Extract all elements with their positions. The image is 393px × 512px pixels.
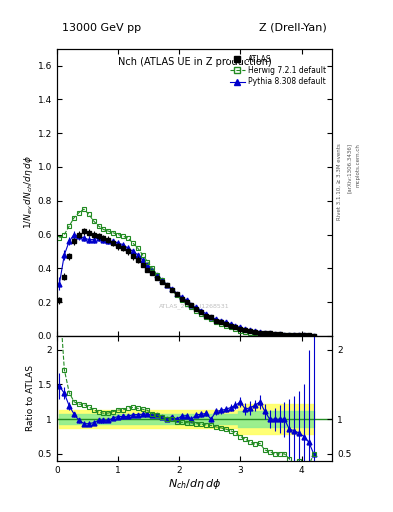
Text: 13000 GeV pp: 13000 GeV pp: [62, 23, 141, 33]
Y-axis label: Ratio to ATLAS: Ratio to ATLAS: [26, 366, 35, 431]
Legend: ATLAS, Herwig 7.2.1 default, Pythia 8.308 default: ATLAS, Herwig 7.2.1 default, Pythia 8.30…: [227, 52, 328, 89]
Text: Nch (ATLAS UE in Z production): Nch (ATLAS UE in Z production): [118, 57, 272, 67]
X-axis label: $N_{ch}/d\eta\, d\phi$: $N_{ch}/d\eta\, d\phi$: [168, 477, 221, 492]
Text: ATLAS_2014_I1268531: ATLAS_2014_I1268531: [159, 303, 230, 309]
Text: [arXiv:1306.3436]: [arXiv:1306.3436]: [347, 143, 352, 194]
Y-axis label: $1/N_{ev}\, dN_{ch}/d\eta\, d\phi$: $1/N_{ev}\, dN_{ch}/d\eta\, d\phi$: [22, 155, 35, 229]
Text: Rivet 3.1.10, ≥ 3.3M events: Rivet 3.1.10, ≥ 3.3M events: [337, 143, 342, 220]
Text: Z (Drell-Yan): Z (Drell-Yan): [259, 23, 327, 33]
Text: mcplots.cern.ch: mcplots.cern.ch: [356, 143, 361, 187]
